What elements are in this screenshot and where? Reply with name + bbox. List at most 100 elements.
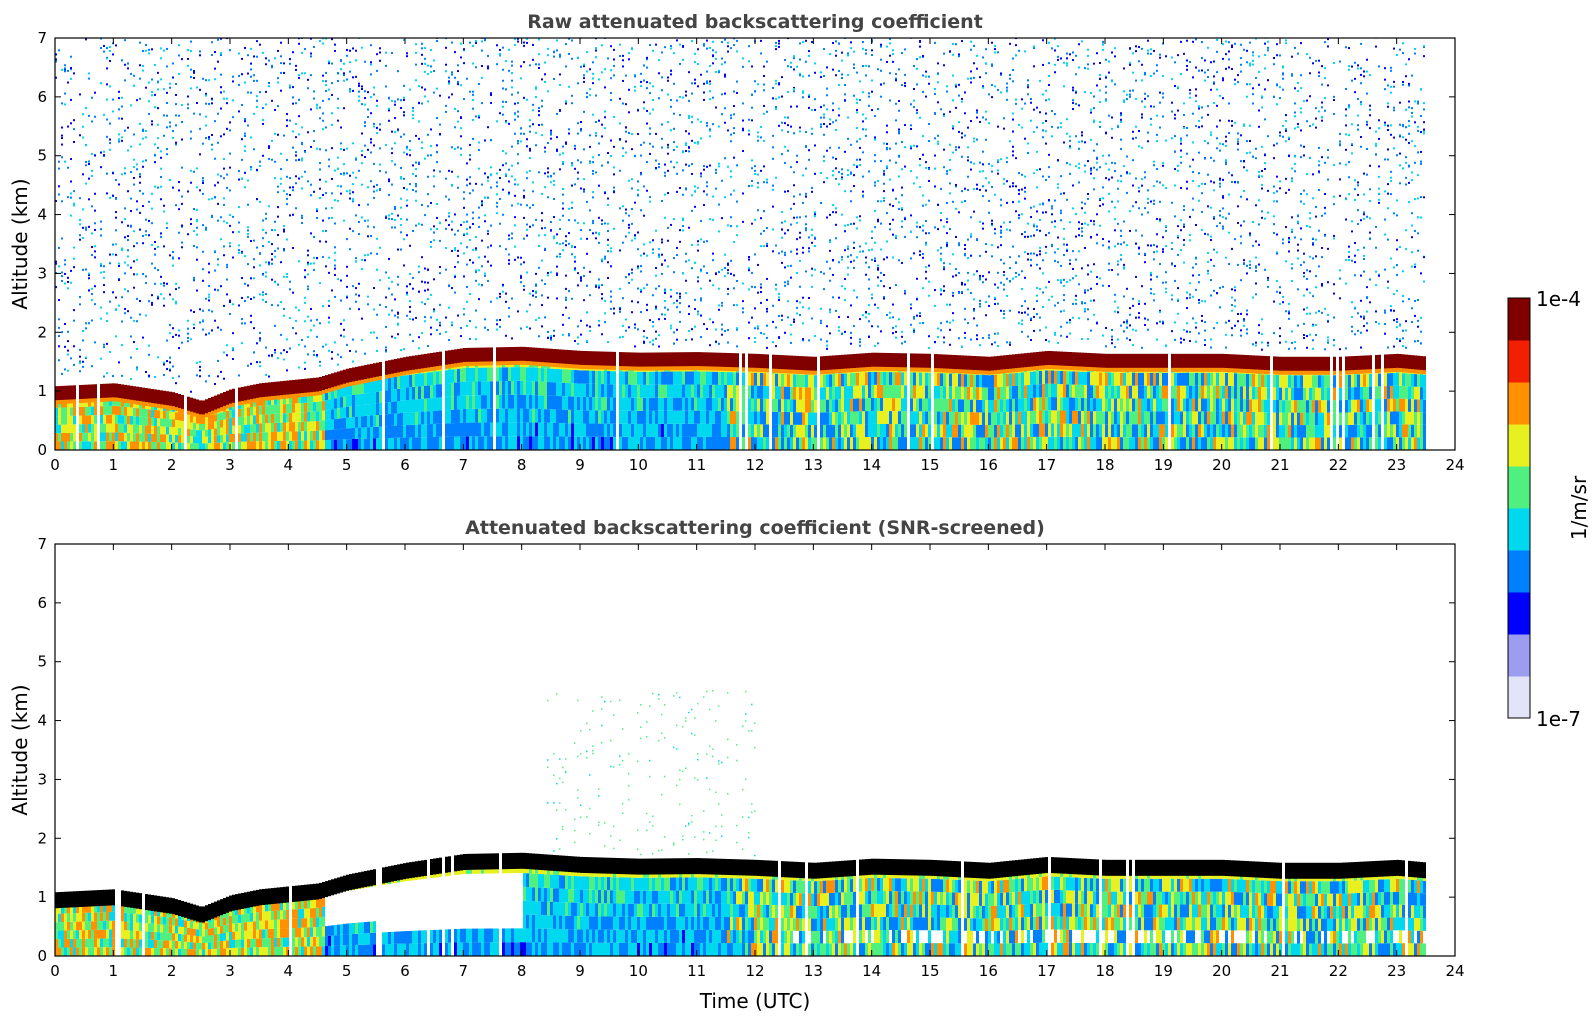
layer-edge-cell: [259, 397, 262, 402]
noise-pixel: [556, 149, 558, 152]
noise-pixel: [223, 97, 225, 100]
noise-pixel: [688, 150, 690, 153]
layer-edge-cell: [307, 392, 310, 397]
aerosol-cell: [82, 432, 85, 442]
layer-top-cell: [496, 347, 499, 364]
noise-pixel: [160, 78, 162, 81]
noise-pixel: [388, 180, 390, 183]
layer-edge-cell: [172, 406, 175, 411]
aerosol-cell: [664, 423, 667, 437]
time-column: [634, 74, 637, 450]
aerosol-cell: [547, 382, 550, 396]
noise-pixel: [208, 374, 210, 377]
time-column: [322, 38, 325, 450]
aerosol-cell: [691, 410, 694, 424]
noise-pixel: [427, 154, 429, 157]
aerosol-cell: [55, 416, 58, 425]
aerosol-cell: [130, 424, 133, 433]
noise-pixel: [631, 300, 633, 303]
noise-pixel: [496, 44, 498, 47]
noise-pixel: [187, 107, 189, 110]
noise-pixel: [364, 97, 366, 100]
noise-pixel: [607, 238, 609, 241]
noise-pixel: [619, 138, 621, 141]
aerosol-cell: [487, 408, 490, 423]
noise-pixel: [328, 62, 330, 65]
aerosol-cell: [109, 405, 112, 415]
noise-pixel: [268, 205, 270, 208]
aerosol-cell: [223, 411, 226, 420]
noise-pixel: [109, 138, 111, 141]
aerosol-cell: [238, 425, 241, 434]
noise-pixel: [169, 361, 171, 364]
noise-pixel: [433, 225, 435, 228]
noise-pixel: [277, 247, 279, 250]
aerosol-cell: [199, 423, 202, 431]
noise-pixel: [409, 154, 411, 157]
noise-pixel: [157, 80, 159, 83]
noise-pixel: [697, 186, 699, 189]
noise-pixel: [334, 267, 336, 270]
noise-pixel: [598, 278, 600, 281]
noise-pixel: [259, 361, 261, 364]
noise-pixel: [439, 303, 441, 306]
noise-pixel: [238, 178, 240, 181]
aerosol-cell: [610, 423, 613, 437]
layer-edge-cell: [133, 400, 136, 405]
aerosol-cell: [226, 426, 229, 435]
aerosol-cell: [193, 436, 196, 444]
aerosol-cell: [562, 382, 565, 397]
noise-pixel: [355, 293, 357, 296]
noise-pixel: [496, 319, 498, 322]
noise-pixel: [238, 221, 240, 224]
time-column: [505, 60, 508, 450]
noise-pixel: [490, 264, 492, 267]
aerosol-cell: [388, 426, 391, 439]
noise-pixel: [307, 263, 309, 266]
noise-pixel: [118, 304, 120, 307]
aerosol-cell: [343, 417, 346, 429]
noise-pixel: [100, 263, 102, 266]
aerosol-cell: [481, 422, 484, 437]
noise-pixel: [688, 114, 690, 117]
noise-pixel: [604, 255, 606, 258]
time-column: [478, 83, 481, 450]
noise-pixel: [478, 225, 480, 228]
noise-pixel: [298, 74, 300, 77]
noise-pixel: [397, 323, 399, 326]
noise-pixel: [643, 340, 645, 343]
noise-pixel: [292, 189, 294, 192]
noise-pixel: [643, 214, 645, 217]
noise-pixel: [373, 190, 375, 193]
aerosol-cell: [601, 423, 604, 437]
aerosol-cell: [328, 399, 331, 410]
noise-pixel: [217, 375, 219, 378]
noise-pixel: [175, 114, 177, 117]
noise-pixel: [358, 90, 360, 93]
aerosol-cell: [262, 423, 265, 433]
noise-pixel: [352, 47, 354, 50]
noise-pixel: [667, 239, 669, 242]
noise-pixel: [538, 63, 540, 66]
aerosol-cell: [169, 411, 172, 420]
noise-pixel: [313, 324, 315, 327]
noise-pixel: [427, 64, 429, 67]
noise-pixel: [100, 317, 102, 320]
noise-pixel: [304, 48, 306, 51]
noise-pixel: [406, 234, 408, 237]
aerosol-cell: [286, 431, 289, 441]
noise-pixel: [649, 152, 651, 155]
noise-pixel: [274, 351, 276, 354]
time-column: [526, 38, 529, 450]
noise-pixel: [574, 269, 576, 272]
noise-pixel: [625, 329, 627, 332]
aerosol-cell: [205, 443, 208, 450]
aerosol-cell: [532, 367, 535, 382]
noise-pixel: [430, 293, 432, 296]
layer-top-cell: [310, 378, 313, 395]
time-column: [244, 46, 247, 450]
time-column: [259, 43, 262, 450]
layer-top-cell: [667, 352, 670, 369]
aerosol-cell: [559, 423, 562, 437]
noise-pixel: [376, 183, 378, 186]
